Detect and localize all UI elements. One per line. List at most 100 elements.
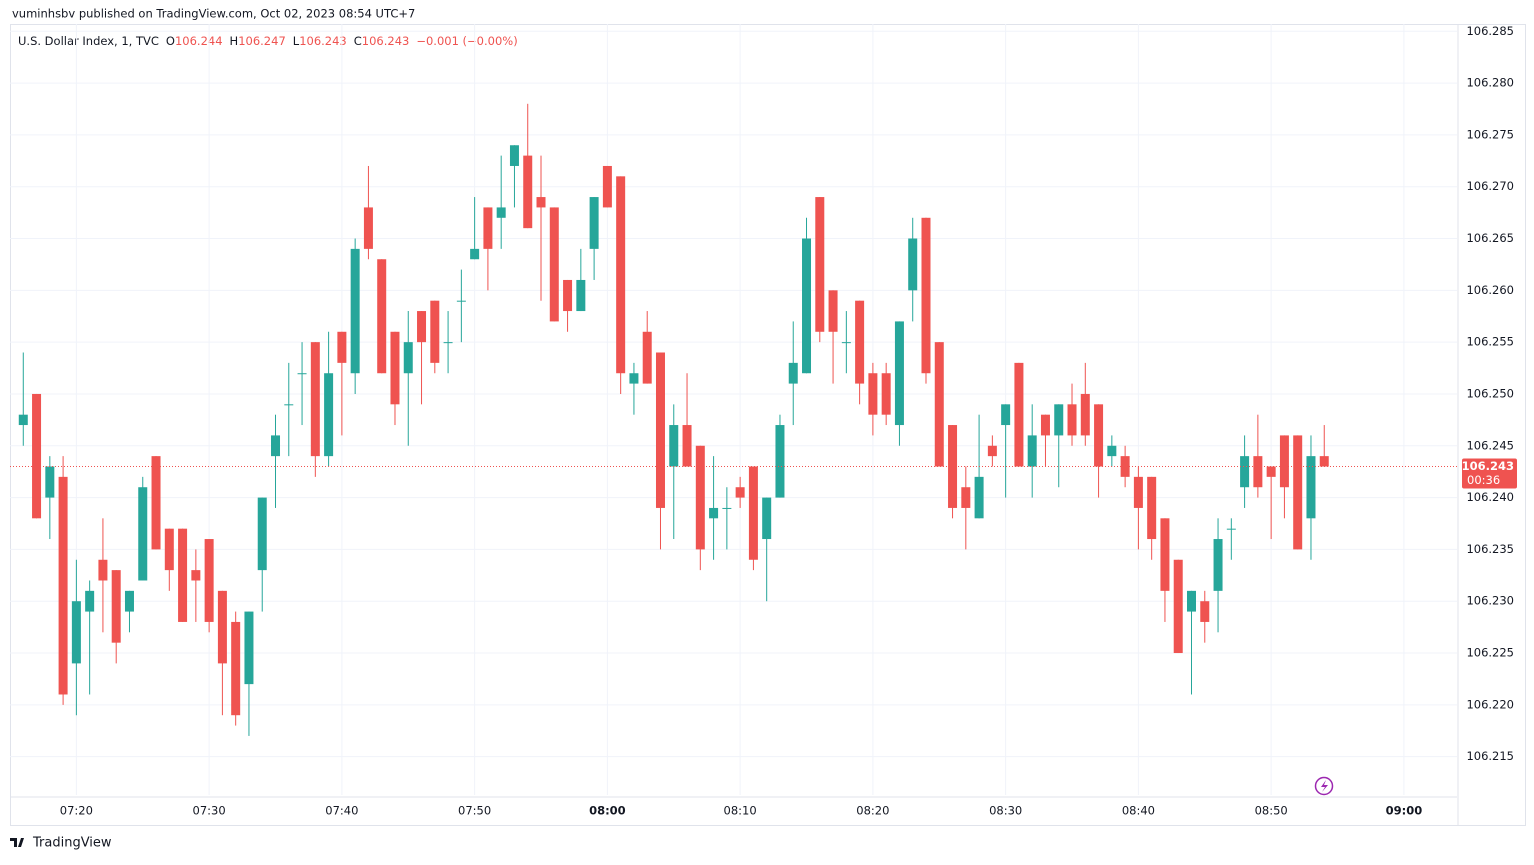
y-tick-label: 106.235 <box>1466 542 1514 556</box>
candle-body <box>1279 435 1289 488</box>
candle-body <box>297 373 307 375</box>
candle-body <box>1240 456 1250 488</box>
candle-body <box>1293 435 1303 550</box>
y-tick-label: 106.225 <box>1466 646 1514 660</box>
candle-body <box>85 590 95 612</box>
candle-body <box>987 445 997 457</box>
candle-body <box>324 373 334 457</box>
legend-key: H <box>230 34 239 48</box>
brand-text: TradingView <box>32 836 112 851</box>
candle-body <box>363 207 373 249</box>
candle-body <box>576 279 586 312</box>
candle-body <box>682 425 692 467</box>
candle-body <box>921 217 931 374</box>
candle-body <box>178 528 188 622</box>
candle-body <box>470 248 480 260</box>
y-tick-label: 106.275 <box>1466 127 1514 141</box>
y-tick-label: 106.260 <box>1466 283 1514 297</box>
x-tick-label: 08:50 <box>1255 804 1288 818</box>
candle-body <box>1107 445 1117 457</box>
x-tick-label: 07:20 <box>60 804 93 818</box>
y-tick-label: 106.270 <box>1466 179 1514 193</box>
candle-body <box>1080 393 1090 436</box>
candle-body <box>377 259 387 374</box>
candle-body <box>881 373 891 415</box>
candle-body <box>138 487 148 581</box>
legend-symbol: U.S. Dollar Index, 1, TVC <box>18 34 159 48</box>
x-tick-label: 07:50 <box>458 804 491 818</box>
candle-body <box>1266 466 1276 477</box>
candle-body <box>32 393 42 519</box>
candle-body <box>45 466 55 498</box>
x-tick-label: 08:30 <box>989 804 1022 818</box>
candle-body <box>71 601 81 664</box>
candle-body <box>894 321 904 426</box>
candle-body <box>523 155 533 229</box>
candle-body <box>536 197 546 208</box>
y-tick-label: 106.285 <box>1466 24 1514 38</box>
candle-body <box>1067 404 1077 436</box>
candle-body <box>549 207 559 322</box>
candle-body <box>111 570 121 643</box>
candle-body <box>1094 404 1104 467</box>
candle-body <box>284 404 294 406</box>
candle-body <box>98 559 108 581</box>
candle-body <box>443 342 453 344</box>
candle-body <box>802 238 812 374</box>
y-tick-label: 106.215 <box>1466 749 1514 763</box>
legend-key: L <box>293 34 300 48</box>
legend-value: 106.244 <box>175 34 223 48</box>
candle-body <box>403 342 413 374</box>
candle-body <box>257 497 267 571</box>
legend-value: 106.243 <box>362 34 410 48</box>
grid <box>10 24 1457 795</box>
frame <box>10 24 1526 826</box>
legend-key: O <box>166 34 175 48</box>
candle-body <box>908 238 918 291</box>
candle-body <box>191 570 201 581</box>
candle-body <box>18 414 28 426</box>
candle-body <box>1054 404 1064 436</box>
candle-body <box>642 331 652 384</box>
candle-body <box>151 456 161 550</box>
candle-body <box>310 342 320 457</box>
candle-body <box>496 207 506 218</box>
candle-body <box>669 425 679 467</box>
candle-body <box>629 373 639 384</box>
candle-body <box>655 352 665 508</box>
y-tick-label: 106.280 <box>1466 76 1514 90</box>
x-tick-label: 08:40 <box>1122 804 1155 818</box>
y-tick-label: 106.220 <box>1466 697 1514 711</box>
candle-body <box>775 425 785 498</box>
candle-body <box>961 487 971 508</box>
candle-body <box>855 300 865 384</box>
candle-body <box>430 300 440 363</box>
candle-body <box>1133 476 1143 508</box>
x-tick-label: 08:20 <box>856 804 889 818</box>
candle-body <box>868 373 878 415</box>
lightning-icon[interactable] <box>1314 776 1334 796</box>
legend-key: C <box>354 34 362 48</box>
candle-body <box>841 342 851 344</box>
candle-body <box>828 290 838 332</box>
candle-body <box>1120 456 1130 477</box>
candle-body <box>974 476 984 519</box>
candle-body <box>1001 404 1011 426</box>
brand: TradingView <box>10 836 112 851</box>
legend-value: 106.247 <box>238 34 286 48</box>
candle-body <box>337 331 347 363</box>
candle-body <box>815 197 825 332</box>
y-tick-label: 106.265 <box>1466 231 1514 245</box>
y-tick-label: 106.240 <box>1466 490 1514 504</box>
candle-body <box>1147 476 1157 540</box>
candle-body <box>748 466 758 560</box>
candle-body <box>350 248 360 374</box>
candle-body <box>271 435 281 457</box>
candle-body <box>602 165 612 208</box>
candle-body <box>1040 414 1050 436</box>
x-tick-label: 07:40 <box>325 804 358 818</box>
last-price-label: 106.243 <box>1462 459 1514 473</box>
candle-body <box>483 207 493 249</box>
